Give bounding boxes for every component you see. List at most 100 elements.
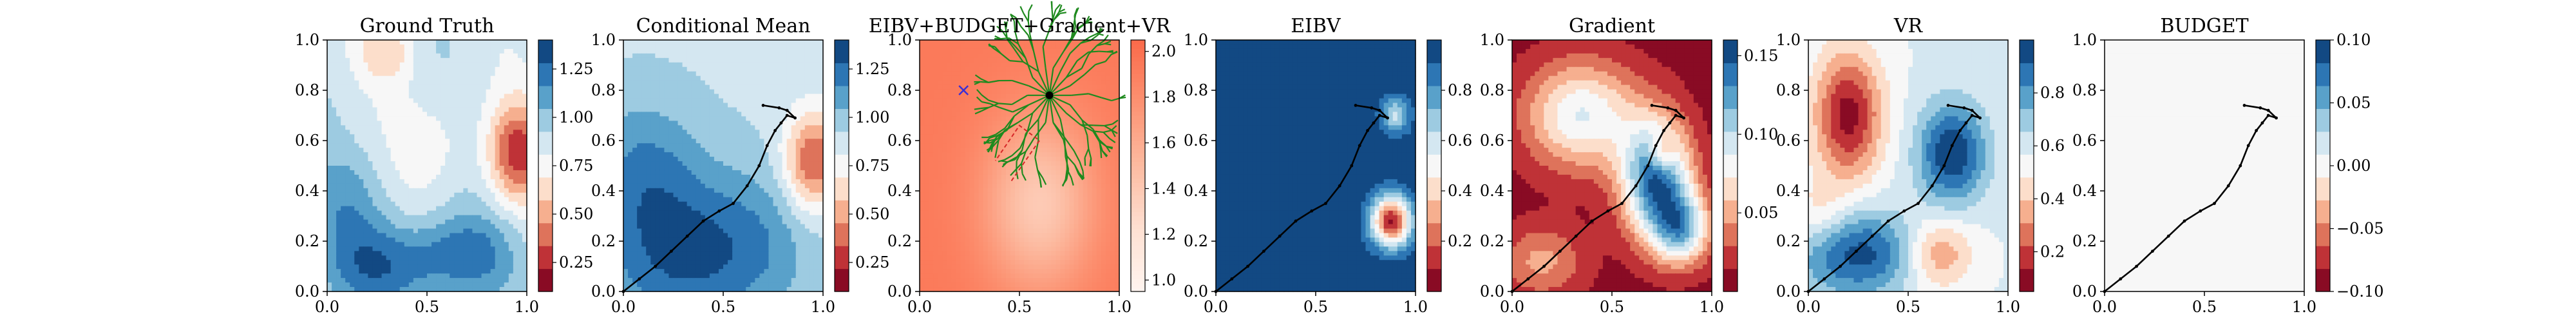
heatmap-cell bbox=[491, 161, 496, 166]
heatmap-cell bbox=[719, 76, 724, 81]
heatmap-cell bbox=[372, 161, 377, 166]
heatmap-cell bbox=[404, 107, 410, 112]
heatmap-cell bbox=[719, 251, 724, 256]
heatmap-cell bbox=[701, 179, 706, 184]
heatmap-cell bbox=[491, 130, 496, 135]
heatmap-cell bbox=[472, 273, 477, 279]
heatmap-cell bbox=[332, 121, 337, 126]
heatmap-cell bbox=[495, 157, 500, 162]
heatmap-cell bbox=[440, 67, 446, 72]
heatmap-cell bbox=[468, 40, 473, 45]
heatmap-cell bbox=[491, 125, 496, 130]
heatmap-cell bbox=[737, 148, 742, 153]
heatmap-cell bbox=[637, 202, 642, 207]
heatmap-cell bbox=[791, 170, 797, 175]
heatmap-cell bbox=[632, 224, 638, 230]
heatmap-cell bbox=[692, 278, 697, 283]
heatmap-cell bbox=[805, 206, 810, 212]
heatmap-cell bbox=[687, 264, 692, 270]
heatmap-cell bbox=[641, 166, 647, 171]
heatmap-cell bbox=[678, 220, 683, 225]
heatmap-cell bbox=[805, 76, 810, 81]
heatmap-cell bbox=[687, 63, 692, 68]
heatmap-cell bbox=[409, 134, 414, 139]
heatmap-cell bbox=[787, 179, 792, 184]
heatmap-cell bbox=[395, 90, 401, 95]
heatmap-cell bbox=[332, 152, 337, 157]
heatmap-cell bbox=[363, 67, 368, 72]
heatmap-cell bbox=[391, 242, 396, 247]
heatmap-cell bbox=[723, 255, 728, 261]
heatmap-cell bbox=[782, 130, 788, 135]
heatmap-cell bbox=[719, 49, 724, 54]
heatmap-cell bbox=[746, 94, 751, 99]
heatmap-cell bbox=[678, 130, 683, 135]
heatmap-cell bbox=[409, 224, 414, 230]
heatmap-cell bbox=[413, 193, 419, 198]
heatmap-cell bbox=[764, 224, 769, 230]
heatmap-cell bbox=[404, 251, 410, 256]
heatmap-cell bbox=[509, 197, 514, 202]
heatmap-cell bbox=[495, 148, 500, 153]
heatmap-cell bbox=[386, 242, 392, 247]
heatmap-cell bbox=[692, 255, 697, 261]
heatmap-cell bbox=[440, 157, 446, 162]
heatmap-cell bbox=[391, 54, 396, 59]
heatmap-cell bbox=[363, 63, 368, 68]
heatmap-cell bbox=[354, 99, 359, 104]
heatmap-cell bbox=[714, 139, 719, 144]
heatmap-cell bbox=[486, 81, 491, 86]
heatmap-cell bbox=[710, 220, 715, 225]
heatmap-cell bbox=[477, 255, 482, 261]
heatmap-cell bbox=[800, 157, 806, 162]
heatmap-cell bbox=[641, 107, 647, 112]
heatmap-cell bbox=[805, 255, 810, 261]
heatmap-cell bbox=[646, 184, 651, 189]
heatmap-cell bbox=[450, 206, 455, 212]
heatmap-cell bbox=[800, 116, 806, 121]
heatmap-cell bbox=[805, 157, 810, 162]
heatmap-cell bbox=[509, 67, 514, 72]
heatmap-cell bbox=[504, 273, 509, 279]
heatmap-cell bbox=[746, 229, 751, 234]
heatmap-cell bbox=[431, 103, 437, 108]
heatmap-cell bbox=[796, 175, 801, 180]
heatmap-cell bbox=[459, 54, 464, 59]
heatmap-cell bbox=[696, 282, 701, 288]
heatmap-cell bbox=[436, 157, 441, 162]
heatmap-cell bbox=[710, 170, 715, 175]
heatmap-cell bbox=[632, 67, 638, 72]
heatmap-cell bbox=[509, 260, 514, 265]
heatmap-cell bbox=[422, 255, 428, 261]
heatmap-cell bbox=[782, 72, 788, 77]
heatmap-cell bbox=[427, 188, 432, 193]
heatmap-cell bbox=[391, 269, 396, 274]
heatmap-cell bbox=[805, 179, 810, 184]
heatmap-cell bbox=[664, 94, 669, 99]
heatmap-cell bbox=[482, 255, 487, 261]
heatmap-cell bbox=[395, 44, 401, 50]
heatmap-cell bbox=[463, 143, 468, 148]
heatmap-cell bbox=[354, 130, 359, 135]
heatmap-cell bbox=[418, 269, 423, 274]
heatmap-cell bbox=[674, 90, 679, 95]
heatmap-cell bbox=[683, 229, 688, 234]
heatmap-cell bbox=[723, 260, 728, 265]
heatmap-cell bbox=[782, 94, 788, 99]
heatmap-cell bbox=[800, 206, 806, 212]
heatmap-cell bbox=[787, 161, 792, 166]
heatmap-cell bbox=[345, 273, 350, 279]
heatmap-cell bbox=[409, 197, 414, 202]
heatmap-cell bbox=[787, 237, 792, 242]
heatmap-cell bbox=[518, 170, 523, 175]
heatmap-cell bbox=[431, 76, 437, 81]
heatmap-cell bbox=[778, 188, 783, 193]
heatmap-cell bbox=[445, 72, 450, 77]
heatmap-cell bbox=[678, 233, 683, 238]
heatmap-cell bbox=[628, 99, 633, 104]
heatmap-cell bbox=[668, 116, 674, 121]
heatmap-cell bbox=[746, 148, 751, 153]
heatmap-cell bbox=[692, 134, 697, 139]
heatmap-cell bbox=[354, 233, 359, 238]
heatmap-cell bbox=[696, 264, 701, 270]
